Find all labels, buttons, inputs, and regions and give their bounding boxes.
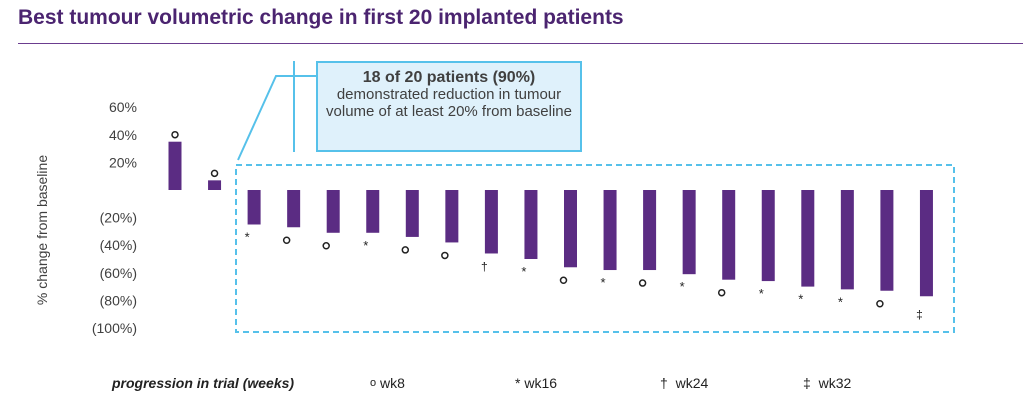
progression-markers: * * † * * * * * * ‡ [171, 130, 923, 321]
y-tick-label: (40%) [100, 237, 137, 253]
bar [722, 190, 736, 280]
y-axis-label: % change from baseline [34, 155, 50, 305]
marker-wk8 [210, 169, 219, 178]
marker-wk16: * [798, 292, 803, 307]
marker-wk16: * [601, 275, 606, 290]
bar [247, 190, 261, 225]
bar [366, 190, 380, 233]
marker-wk8 [171, 130, 179, 139]
bar [405, 190, 419, 237]
reduction-highlight-box [235, 164, 955, 333]
marker-wk16: * [759, 286, 764, 301]
y-tick-label: (80%) [100, 292, 137, 308]
bar [880, 190, 894, 291]
legend-item-wk32: ‡ wk32 [803, 375, 851, 391]
bar [564, 190, 577, 268]
marker-wk8 [876, 299, 884, 308]
legend-item-wk24: † wk24 [660, 375, 708, 391]
marker-wk16: * [363, 238, 368, 253]
legend-label: wk32 [818, 375, 852, 391]
bar [208, 180, 222, 190]
marker-wk8 [638, 279, 647, 287]
legend-marker-circle: o [370, 377, 377, 389]
y-tick-label: (20%) [100, 210, 137, 226]
marker-wk16: * [680, 279, 685, 294]
y-axis: 60% 40% 20% (20%) (40%) (60%) (80%) (100%) [92, 99, 137, 336]
marker-wk24: † [481, 259, 488, 273]
bar-chart: 60% 40% 20% (20%) (40%) (60%) (80%) (100%) % ch… [34, 61, 955, 336]
marker-wk16: * [521, 264, 526, 279]
marker-wk32: ‡ [916, 307, 923, 321]
marker-wk8 [717, 288, 726, 297]
bar [484, 190, 498, 254]
legend-title: progression in trial (weeks) [112, 375, 295, 391]
bar [287, 190, 301, 228]
y-tick-label: (100%) [92, 320, 137, 336]
marker-wk8 [401, 246, 410, 254]
bar [682, 190, 696, 275]
marker-wk8 [559, 276, 568, 285]
title-divider [18, 43, 1023, 44]
y-tick-label: 40% [109, 127, 137, 143]
marker-wk16: * [245, 230, 250, 245]
bar [801, 190, 815, 287]
callout-box: 18 of 20 patients (90%) demonstrated red… [316, 61, 582, 152]
chart-title: Best tumour volumetric change in first 2… [18, 6, 624, 29]
marker-wk8 [441, 251, 449, 260]
marker-wk16: * [838, 294, 843, 309]
legend-item-wk16: * wk16 [515, 375, 557, 391]
marker-wk8 [322, 242, 330, 250]
legend-item-wk8: o wk8 [370, 375, 405, 391]
marker-wk8 [282, 236, 291, 245]
bar [761, 190, 775, 282]
y-tick-label: 20% [109, 154, 137, 170]
legend-label: wk24 [675, 375, 709, 391]
bar [326, 190, 340, 233]
bars [168, 141, 933, 297]
bar [445, 190, 459, 243]
callout-body: demonstrated reduction in tumour volume … [326, 86, 572, 120]
bar [168, 141, 182, 190]
bar [840, 190, 854, 290]
y-tick-label: 60% [109, 99, 137, 115]
callout-headline: 18 of 20 patients (90%) [362, 69, 536, 86]
legend-label: wk16 [524, 375, 558, 391]
legend-label: wk8 [380, 375, 405, 391]
legend-marker-double-dagger: ‡ [803, 375, 811, 391]
y-tick-label: (60%) [100, 265, 137, 281]
bar [919, 190, 933, 297]
bar [603, 190, 617, 271]
legend-marker-asterisk: * [515, 375, 521, 391]
bar [524, 190, 538, 259]
bar [643, 190, 657, 271]
callout-connector [237, 75, 316, 161]
legend-marker-dagger: † [660, 375, 668, 391]
